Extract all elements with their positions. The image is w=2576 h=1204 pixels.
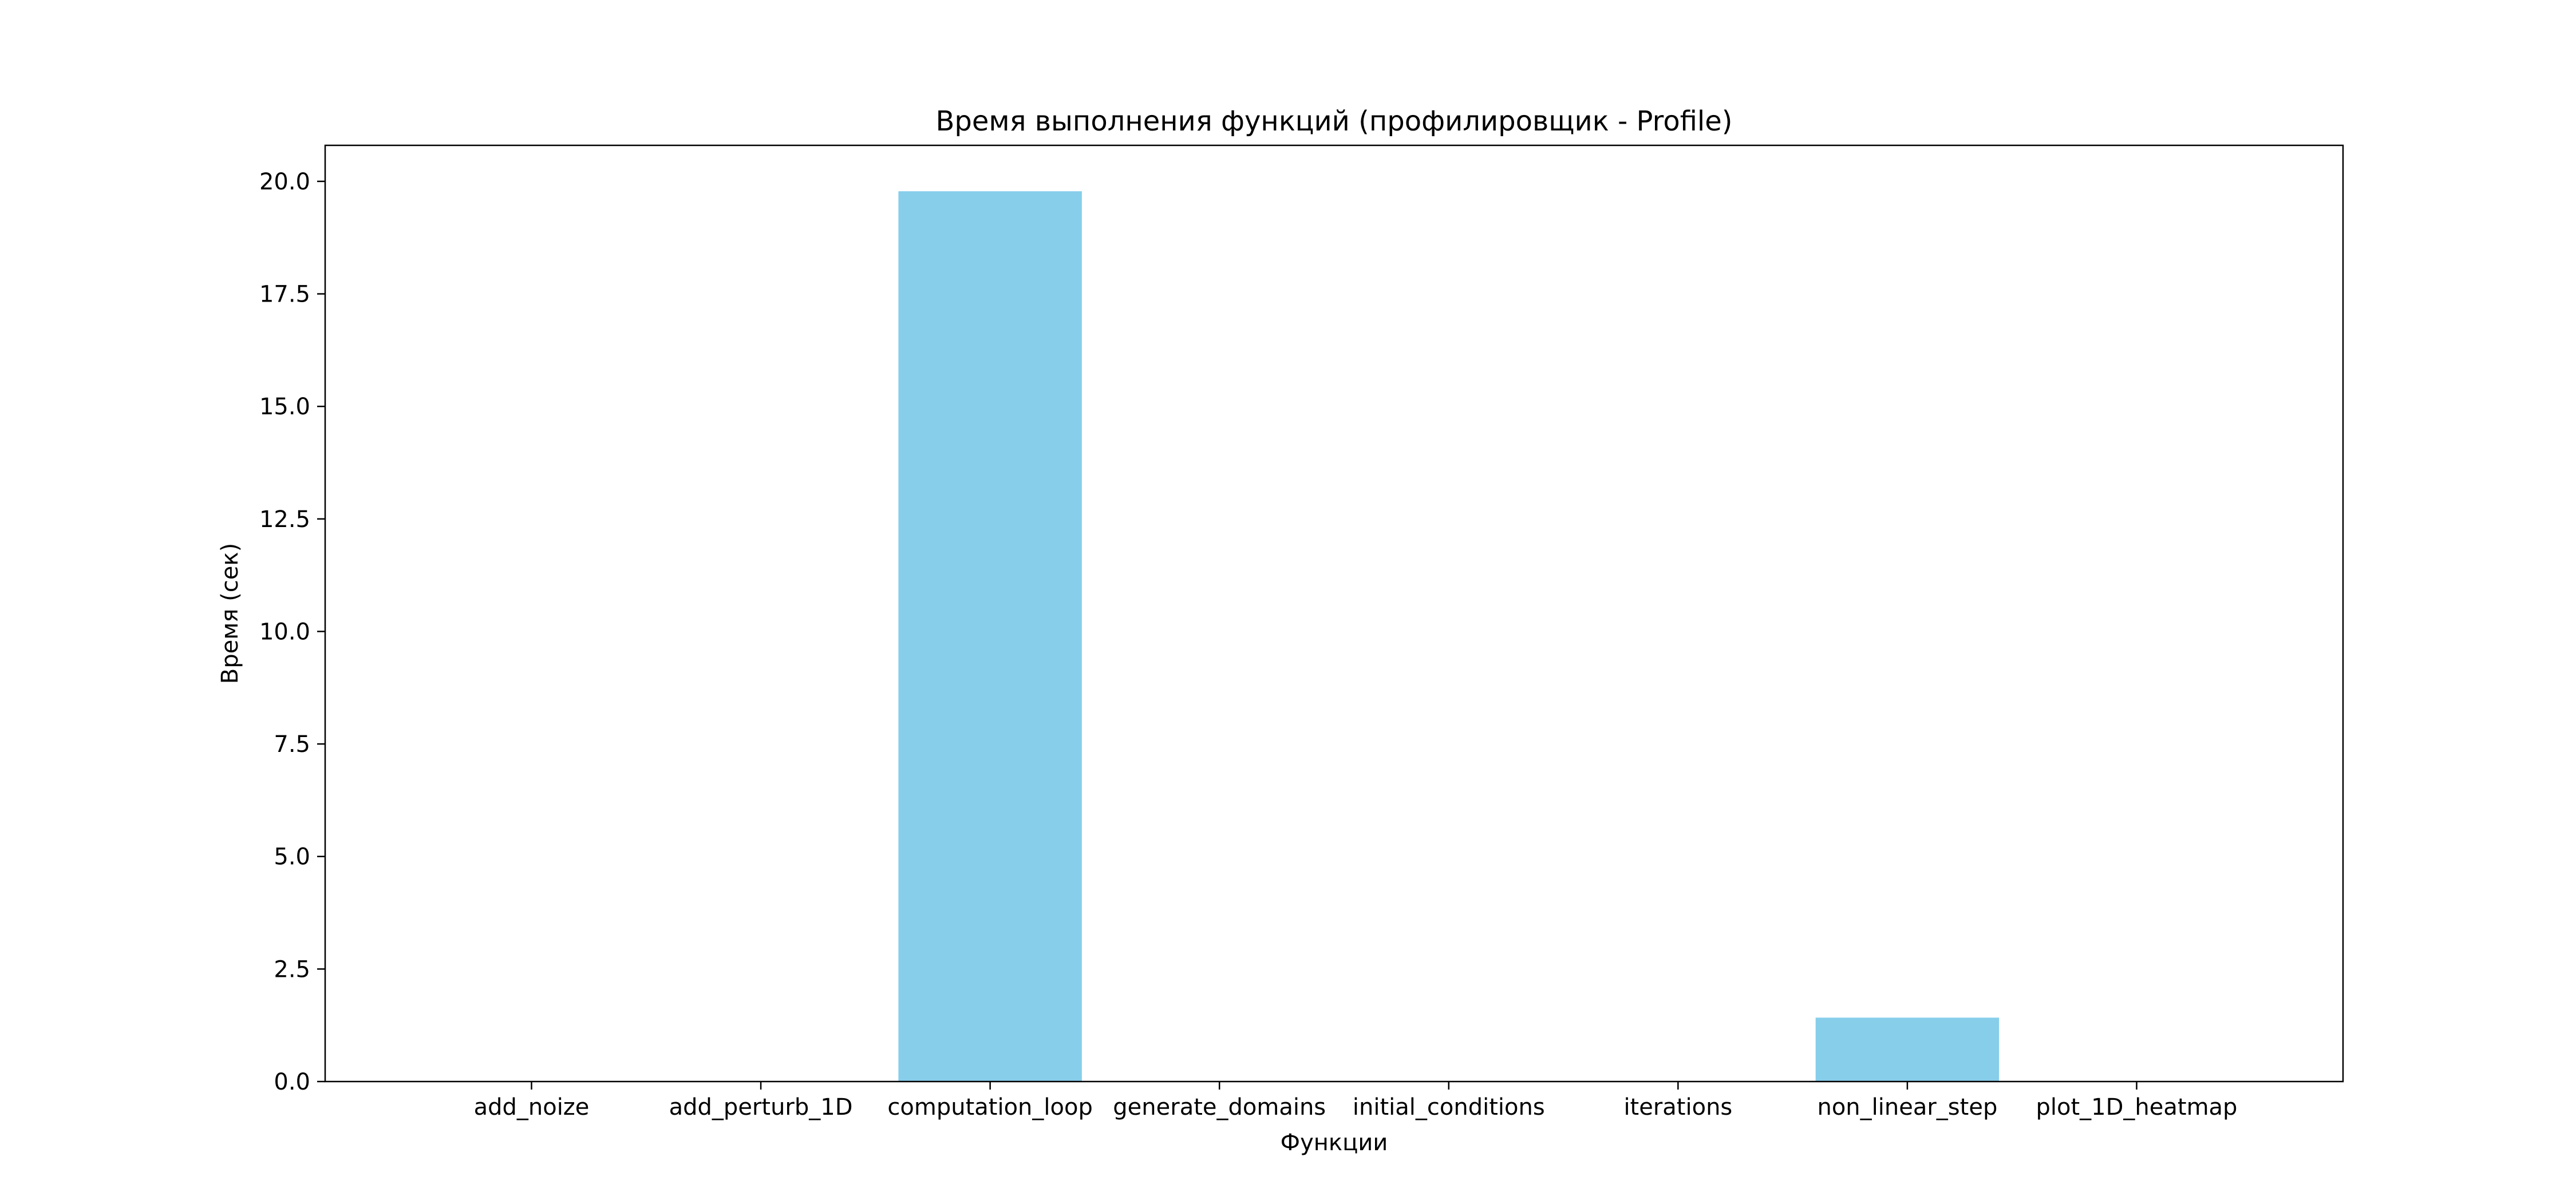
y-tick-label: 15.0 — [259, 394, 310, 420]
y-tick-label: 2.5 — [274, 956, 310, 983]
x-tick-label-non_linear_step: non_linear_step — [1817, 1094, 1997, 1120]
x-tick-label-plot_1D_heatmap: plot_1D_heatmap — [2036, 1094, 2238, 1120]
y-tick-label: 20.0 — [259, 169, 310, 195]
y-tick-label: 7.5 — [274, 731, 310, 758]
x-tick-label-add_perturb_1D: add_perturb_1D — [669, 1094, 853, 1120]
bars-layer — [898, 191, 2000, 1082]
x-tick-label-iterations: iterations — [1623, 1094, 1732, 1120]
x-tick-label-generate_domains: generate_domains — [1113, 1094, 1326, 1120]
bar-non_linear_step — [1815, 1017, 2000, 1082]
bar-computation_loop — [898, 191, 1082, 1082]
y-tick-label: 17.5 — [259, 282, 310, 308]
y-axis-label: Время (сек) — [217, 543, 243, 684]
plot-frame — [324, 144, 2344, 1083]
x-tick-label-computation_loop: computation_loop — [887, 1094, 1092, 1120]
y-axis-ticks: 0.0 2.5 5.0 7.5 10.0 12.5 15.0 17.5 20.0 — [259, 169, 325, 1095]
x-axis-label: Функции — [1281, 1130, 1388, 1156]
x-tick-label-add_noize: add_noize — [474, 1094, 590, 1120]
y-tick-label: 5.0 — [274, 844, 310, 870]
x-tick-label-initial_conditions: initial_conditions — [1353, 1094, 1545, 1120]
chart-title: Время выполнения функций (профилировщик … — [935, 105, 1732, 137]
y-tick-label: 10.0 — [259, 619, 310, 645]
x-axis-ticks: add_noize add_perturb_1D computation_loop g… — [474, 1082, 2238, 1120]
y-tick-label: 12.5 — [259, 506, 310, 533]
y-tick-label: 0.0 — [274, 1069, 310, 1095]
